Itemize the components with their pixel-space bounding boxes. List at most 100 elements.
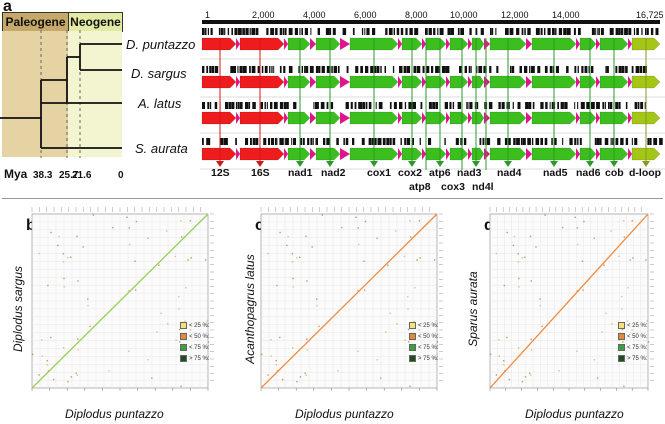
trna-gene xyxy=(576,38,580,50)
conservation-bar xyxy=(633,28,636,35)
trna-gene xyxy=(628,38,632,50)
protein-coding-gene xyxy=(471,37,485,51)
phylogenetic-tree xyxy=(0,30,122,158)
conservation-bar xyxy=(524,66,528,73)
ruler-label-6000: 6,000 xyxy=(354,10,377,20)
alignment-dot xyxy=(363,289,366,291)
alignment-dot xyxy=(623,236,626,238)
protein-coding-gene xyxy=(579,75,597,89)
conservation-bar xyxy=(266,28,269,35)
synteny-diagonal xyxy=(260,213,438,389)
conservation-bar xyxy=(413,66,417,73)
conservation-bar xyxy=(331,66,333,73)
trna-gene xyxy=(468,112,472,124)
alignment-dot xyxy=(631,329,633,331)
conservation-bar xyxy=(202,28,205,35)
conservation-bar xyxy=(233,66,236,73)
ruler-label-2000: 2,000 xyxy=(252,10,275,20)
conservation-bar xyxy=(368,138,372,145)
alignment-dot xyxy=(207,341,210,343)
alignment-dot xyxy=(279,336,281,339)
alignment-dot xyxy=(292,347,294,349)
alignment-dot xyxy=(529,235,532,237)
conservation-bar xyxy=(366,28,370,35)
conservation-bar xyxy=(388,28,393,35)
conservation-bar xyxy=(426,66,430,73)
alignment-dot xyxy=(270,355,272,357)
conservation-bar xyxy=(647,138,650,145)
conservation-bar xyxy=(266,102,268,109)
alignment-dot xyxy=(62,261,65,263)
panel-a-letter: a xyxy=(3,0,12,15)
alignment-dot xyxy=(291,253,294,255)
conservation-bar xyxy=(636,28,639,35)
legend-d-row-25: < 25 %: xyxy=(618,322,648,329)
conservation-bar xyxy=(312,138,314,145)
protein-coding-gene xyxy=(315,37,341,51)
conservation-bar xyxy=(519,66,522,73)
conservation-bar xyxy=(224,28,226,35)
legend-b-row-25: < 25 %: xyxy=(180,322,210,329)
alignment-dot xyxy=(270,339,272,341)
conservation-bar xyxy=(249,66,251,73)
gene-label-12s: 12S xyxy=(211,167,230,179)
conservation-bar xyxy=(483,66,487,73)
conservation-bar xyxy=(625,138,629,145)
conservation-bar xyxy=(385,28,388,35)
alignment-dot xyxy=(279,231,281,234)
alignment-dot xyxy=(601,331,603,333)
conservation-bar xyxy=(602,102,604,109)
conservation-bar xyxy=(641,28,643,35)
conservation-bar xyxy=(596,102,600,109)
conservation-bar xyxy=(470,66,472,73)
alignment-dot xyxy=(62,253,65,255)
trna-gene xyxy=(398,38,402,50)
species-label-aurata: S. aurata xyxy=(135,141,188,156)
conservation-bar xyxy=(464,66,467,73)
conservation-bar xyxy=(209,102,212,109)
alignment-dot xyxy=(158,264,160,266)
conservation-bar xyxy=(202,102,205,109)
conservation-bar xyxy=(224,138,228,145)
conservation-bar xyxy=(321,66,325,73)
alignment-dot xyxy=(357,227,359,229)
conservation-bar xyxy=(659,138,663,145)
conservation-bar xyxy=(435,102,438,109)
trna-gene xyxy=(422,76,426,88)
conservation-bar xyxy=(578,28,581,35)
alignment-dot xyxy=(436,341,439,343)
protein-coding-gene xyxy=(287,75,311,89)
alignment-dot xyxy=(498,339,500,341)
alignment-dot xyxy=(287,235,289,238)
conservation-bar xyxy=(291,138,293,145)
conservation-bar xyxy=(364,28,366,35)
alignment-dot xyxy=(408,341,410,343)
rrna-gene xyxy=(239,111,285,125)
conservation-bar xyxy=(535,138,540,145)
conservation-bar xyxy=(595,28,597,35)
alignment-dot xyxy=(582,289,584,291)
conservation-bar xyxy=(457,102,462,109)
alignment-dot xyxy=(518,277,520,280)
conservation-bar xyxy=(498,102,501,109)
trna-gene xyxy=(484,148,490,160)
conservation-bar xyxy=(245,28,249,35)
alignment-dot xyxy=(610,230,612,232)
conservation-bar xyxy=(599,138,602,145)
conservation-bar xyxy=(252,102,256,109)
conservation-bar xyxy=(527,138,531,145)
conservation-bar xyxy=(634,102,638,109)
alignment-dot xyxy=(577,243,579,246)
conservation-bar xyxy=(637,102,640,109)
alignment-dot xyxy=(517,253,519,255)
alignment-dot xyxy=(621,295,623,298)
conservation-bar xyxy=(501,102,505,109)
conservation-bar xyxy=(504,138,508,145)
alignment-dot xyxy=(490,353,492,356)
conservation-bar xyxy=(389,138,392,145)
alignment-dot xyxy=(530,280,532,282)
conservation-bar xyxy=(635,66,640,73)
conservation-bar xyxy=(378,102,383,109)
conservation-bar xyxy=(615,102,619,109)
conservation-bar xyxy=(605,66,607,73)
